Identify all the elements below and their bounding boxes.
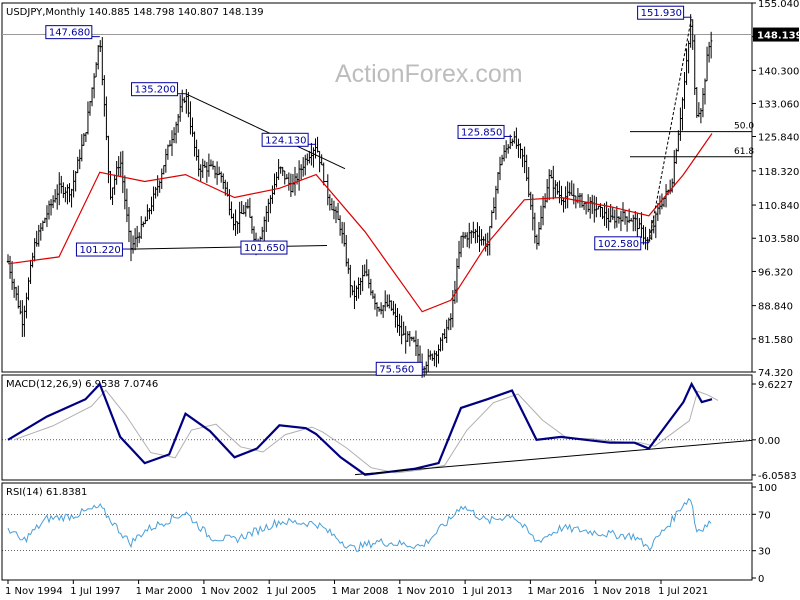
price-axis-label: 155.040	[758, 0, 799, 10]
chart-header-title: USDJPY,Monthly 140.885 148.798 140.807 1…	[6, 7, 264, 18]
current-price-badge	[753, 27, 799, 42]
x-axis-label: 1 Mar 2016	[527, 586, 584, 597]
annotation-box	[75, 242, 123, 257]
projection-line	[648, 17, 693, 243]
trend-line-support	[130, 244, 328, 250]
price-axis-label: 110.840	[758, 201, 799, 212]
price-axis-label: 118.320	[758, 167, 799, 178]
annotation-label: 124.130	[265, 135, 306, 146]
annotation-box	[375, 361, 423, 376]
x-axis-label: 1 Jul 2013	[462, 586, 512, 597]
annotation-box	[594, 236, 642, 251]
annotation-label: 147.680	[49, 28, 90, 39]
annotation-box	[637, 5, 685, 20]
x-axis-label: 1 Jul 2021	[658, 586, 708, 597]
macd-axis-label: -6.0583	[758, 471, 797, 482]
x-axis-label: 1 Mar 2000	[136, 586, 193, 597]
rsi-axis-label: 0	[758, 574, 764, 585]
x-axis-label: 1 Nov 1994	[5, 586, 63, 597]
annotation-label: 135.200	[135, 85, 176, 96]
x-axis-label: 1 Mar 2008	[332, 586, 389, 597]
rsi-axis-label: 30	[758, 547, 771, 558]
fib-level-label: 61.8	[734, 147, 754, 157]
x-axis-label: 1 Nov 2010	[397, 586, 455, 597]
macd-axis-label: 0.00	[758, 436, 780, 447]
annotation-box	[45, 25, 93, 40]
moving-average-line	[7, 133, 713, 313]
rsi-line	[7, 497, 712, 552]
annotation-box	[261, 132, 309, 147]
annotation-label: 75.560	[379, 364, 414, 375]
price-axis-label: 96.320	[758, 267, 793, 278]
macd-panel-frame	[1, 374, 753, 481]
annotation-box	[457, 124, 505, 139]
rsi-panel-frame	[1, 482, 753, 581]
annotation-label: 101.650	[244, 243, 285, 254]
price-axis-label: 74.320	[758, 368, 793, 379]
annotation-box	[131, 82, 179, 97]
rsi-axis-label: 100	[758, 483, 777, 494]
macd-trend-line	[354, 439, 753, 476]
annotation-label: 151.930	[641, 8, 682, 19]
rsi-title: RSI(14) 61.8381	[6, 487, 87, 498]
macd-axis-label: 9.6227	[758, 380, 793, 391]
current-price-label: 148.139	[757, 31, 800, 42]
annotation-label: 101.220	[79, 245, 120, 256]
trend-line-down	[185, 93, 346, 170]
price-axis-label: 125.840	[758, 132, 799, 143]
annotation-label: 125.850	[461, 127, 502, 138]
x-axis-label: 1 Nov 2018	[593, 586, 651, 597]
macd-signal-line	[13, 389, 719, 474]
x-axis-label: 1 Jul 1997	[70, 586, 120, 597]
macd-title: MACD(12,26,9) 6.9538 7.0746	[6, 379, 158, 390]
price-axis-label: 81.580	[758, 335, 793, 346]
price-axis-label: 133.060	[758, 99, 799, 110]
watermark-text: ActionForex.com	[335, 60, 523, 88]
rsi-axis-label: 70	[758, 510, 771, 521]
price-axis-label: 140.300	[758, 66, 799, 77]
price-axis-label: 103.580	[758, 234, 799, 245]
annotation-box	[240, 240, 288, 255]
macd-line	[7, 381, 713, 476]
fib-level-label: 50.0	[734, 122, 754, 132]
price-axis-label: 88.840	[758, 302, 793, 313]
x-axis-label: 1 Jul 2005	[266, 586, 316, 597]
x-axis-label: 1 Nov 2002	[201, 586, 259, 597]
annotation-label: 102.580	[598, 239, 639, 250]
